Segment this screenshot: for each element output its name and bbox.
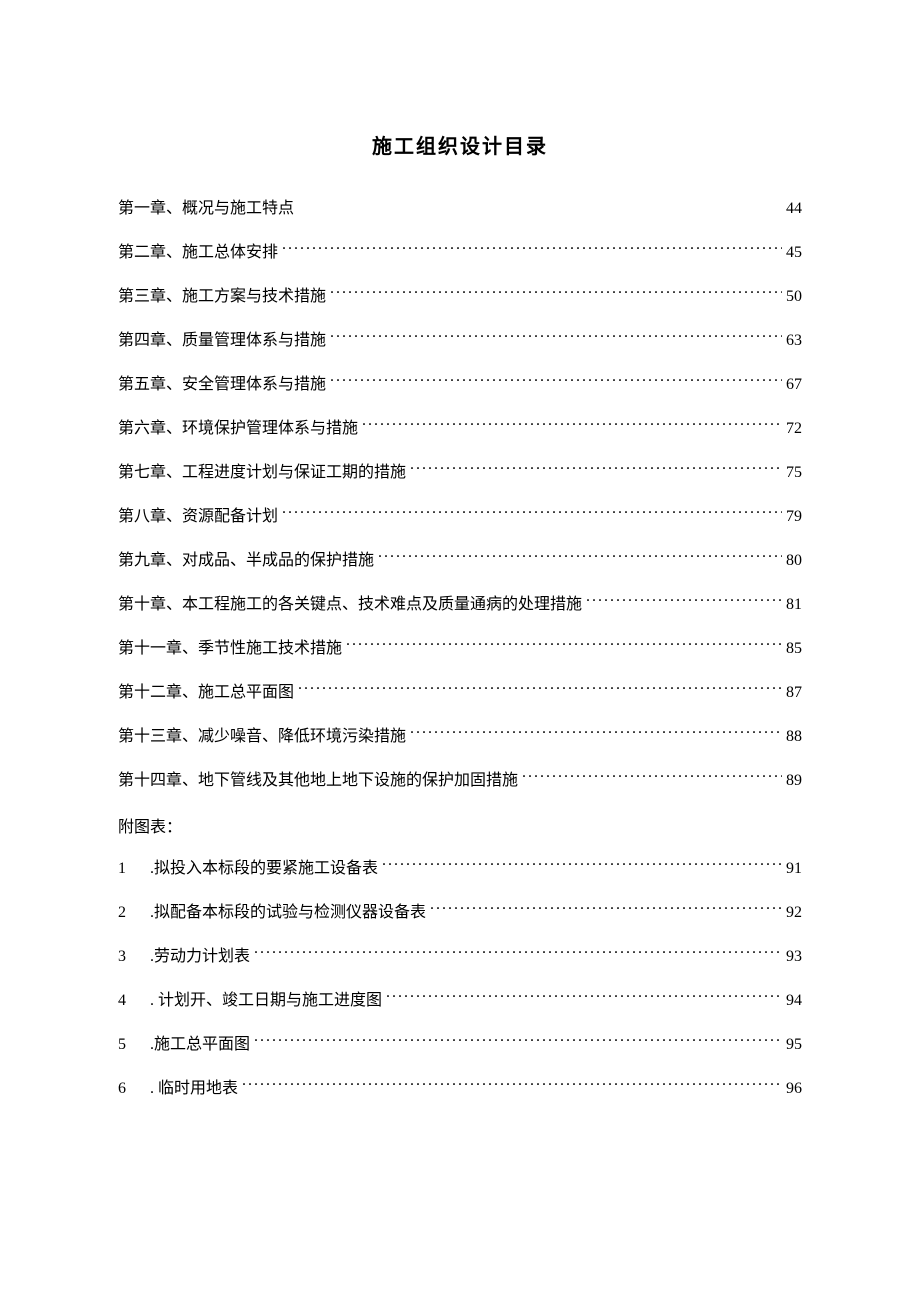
toc-entry: 第八章、资源配备计划 79 xyxy=(118,505,802,529)
appendix-entry-page: 91 xyxy=(786,857,802,881)
document-page: 施工组织设计目录 第一章、概况与施工特点44第二章、施工总体安排45第三章、施工… xyxy=(0,0,920,1101)
toc-entry: 第五章、安全管理体系与措施 67 xyxy=(118,373,802,397)
toc-entry-label: 第六章、环境保护管理体系与措施 xyxy=(118,417,358,441)
toc-dots xyxy=(382,857,782,873)
appendix-entry-label: . 临时用地表 xyxy=(150,1077,238,1101)
toc-dots xyxy=(410,725,782,741)
toc-entry-label: 第十四章、地下管线及其他地上地下设施的保护加固措施 xyxy=(118,769,518,793)
toc-dots xyxy=(282,505,782,521)
toc-entry: 第十章、本工程施工的各关键点、技术难点及质量通病的处理措施 81 xyxy=(118,593,802,617)
toc-entry-page: 80 xyxy=(786,549,802,573)
appendix-entry-label: . 计划开、竣工日期与施工进度图 xyxy=(150,989,382,1013)
toc-entry: 第九章、对成品、半成品的保护措施 80 xyxy=(118,549,802,573)
toc-entry-page: 85 xyxy=(786,637,802,661)
toc-dots xyxy=(254,1033,782,1049)
appendix-entry-label: .施工总平面图 xyxy=(150,1033,250,1057)
toc-entry-label: 第十二章、施工总平面图 xyxy=(118,681,294,705)
toc-entry-page: 45 xyxy=(786,241,802,265)
toc-dots xyxy=(362,417,782,433)
appendix-entry: 6 . 临时用地表 96 xyxy=(118,1077,802,1101)
toc-entry-label: 第十一章、季节性施工技术措施 xyxy=(118,637,342,661)
toc-entry: 第六章、环境保护管理体系与措施 72 xyxy=(118,417,802,441)
appendix-entry-number: 6 xyxy=(118,1077,136,1101)
toc-dots xyxy=(330,285,782,301)
toc-entry-label: 第三章、施工方案与技术措施 xyxy=(118,285,326,309)
appendix-entry: 5 .施工总平面图 95 xyxy=(118,1033,802,1057)
toc-entry-page: 79 xyxy=(786,505,802,529)
toc-entry-label: 第九章、对成品、半成品的保护措施 xyxy=(118,549,374,573)
toc-chapters: 第一章、概况与施工特点 44 第二章、施工总体安排 45 第三章、施工方案与技术措施 50… xyxy=(118,197,802,793)
toc-entry-page: 63 xyxy=(786,329,802,353)
toc-entry-page: 72 xyxy=(786,417,802,441)
toc-entry: 第十四章、地下管线及其他地上地下设施的保护加固措施 89 xyxy=(118,769,802,793)
toc-entry: 第十三章、减少噪音、降低环境污染措施 88 xyxy=(118,725,802,749)
toc-entry: 第七章、工程进度计划与保证工期的措施 75 xyxy=(118,461,802,485)
appendix-entry-number: 5 xyxy=(118,1033,136,1057)
toc-dots xyxy=(242,1077,782,1093)
toc-entry: 第三章、施工方案与技术措施 50 xyxy=(118,285,802,309)
toc-entry: 第十一章、季节性施工技术措施 85 xyxy=(118,637,802,661)
toc-entry-label: 第五章、安全管理体系与措施 xyxy=(118,373,326,397)
toc-entry: 第四章、质量管理体系与措施 63 xyxy=(118,329,802,353)
toc-entry-label: 第十三章、减少噪音、降低环境污染措施 xyxy=(118,725,406,749)
toc-entry-page: 89 xyxy=(786,769,802,793)
appendix-entry-label: .拟投入本标段的要紧施工设备表 xyxy=(150,857,378,881)
toc-entry-page: 81 xyxy=(786,593,802,617)
toc-dots xyxy=(330,373,782,389)
appendix-entry: 2 .拟配备本标段的试验与检测仪器设备表 92 xyxy=(118,901,802,925)
appendix-entry: 3 .劳动力计划表 93 xyxy=(118,945,802,969)
toc-entry-label: 第四章、质量管理体系与措施 xyxy=(118,329,326,353)
toc-entry-page: 75 xyxy=(786,461,802,485)
toc-appendices: 1 .拟投入本标段的要紧施工设备表 91 2 .拟配备本标段的试验与检测仪器设备表 92 3… xyxy=(118,857,802,1101)
toc-entry-page: 44 xyxy=(786,197,802,221)
appendix-entry-label: .拟配备本标段的试验与检测仪器设备表 xyxy=(150,901,426,925)
appendix-entry-number: 4 xyxy=(118,989,136,1013)
appendix-entry-label: .劳动力计划表 xyxy=(150,945,250,969)
toc-entry-label: 第十章、本工程施工的各关键点、技术难点及质量通病的处理措施 xyxy=(118,593,582,617)
toc-entry-page: 87 xyxy=(786,681,802,705)
appendix-heading: 附图表： xyxy=(118,813,802,837)
document-title: 施工组织设计目录 xyxy=(118,130,802,159)
toc-dots xyxy=(378,549,782,565)
toc-dots xyxy=(586,593,782,609)
toc-dots xyxy=(346,637,782,653)
toc-dots xyxy=(298,681,782,697)
toc-entry-label: 第二章、施工总体安排 xyxy=(118,241,278,265)
toc-entry: 第十二章、施工总平面图 87 xyxy=(118,681,802,705)
toc-entry-page: 88 xyxy=(786,725,802,749)
appendix-entry-page: 95 xyxy=(786,1033,802,1057)
appendix-entry: 1 .拟投入本标段的要紧施工设备表 91 xyxy=(118,857,802,881)
appendix-entry-number: 3 xyxy=(118,945,136,969)
toc-dots xyxy=(430,901,782,917)
appendix-entry-page: 96 xyxy=(786,1077,802,1101)
toc-entry-page: 67 xyxy=(786,373,802,397)
toc-entry-page: 50 xyxy=(786,285,802,309)
appendix-entry: 4 . 计划开、竣工日期与施工进度图 94 xyxy=(118,989,802,1013)
toc-dots xyxy=(254,945,782,961)
toc-entry: 第一章、概况与施工特点 44 xyxy=(118,197,802,221)
appendix-entry-page: 92 xyxy=(786,901,802,925)
toc-dots xyxy=(386,989,782,1005)
appendix-entry-number: 2 xyxy=(118,901,136,925)
toc-dots xyxy=(298,197,782,213)
toc-dots xyxy=(410,461,782,477)
toc-entry-label: 第一章、概况与施工特点 xyxy=(118,197,294,221)
appendix-entry-page: 94 xyxy=(786,989,802,1013)
toc-entry: 第二章、施工总体安排 45 xyxy=(118,241,802,265)
toc-dots xyxy=(282,241,782,257)
toc-entry-label: 第八章、资源配备计划 xyxy=(118,505,278,529)
appendix-entry-page: 93 xyxy=(786,945,802,969)
toc-dots xyxy=(522,769,782,785)
toc-dots xyxy=(330,329,782,345)
appendix-entry-number: 1 xyxy=(118,857,136,881)
toc-entry-label: 第七章、工程进度计划与保证工期的措施 xyxy=(118,461,406,485)
